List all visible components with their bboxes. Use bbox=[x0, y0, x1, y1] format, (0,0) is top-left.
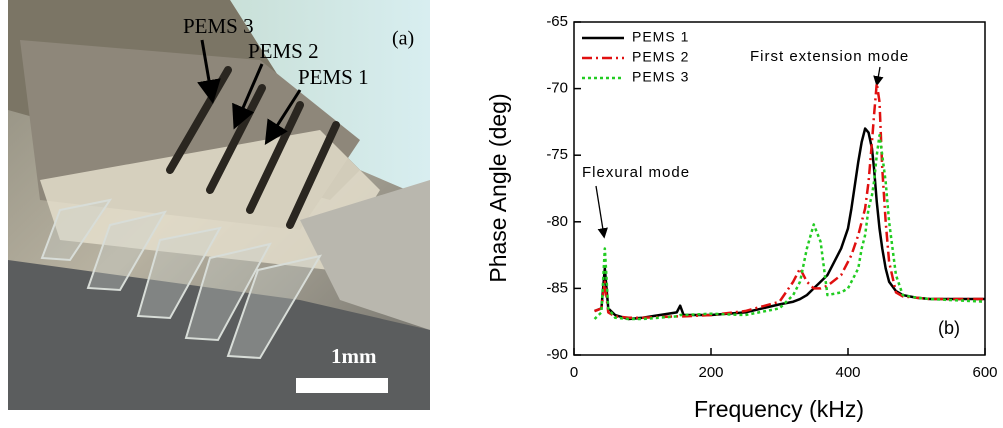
y-tick-label: -90 bbox=[546, 346, 568, 363]
annotation-arrow bbox=[595, 185, 608, 239]
y-tick-label: -80 bbox=[546, 213, 568, 230]
annotation: First extension mode bbox=[750, 48, 909, 65]
legend-label: PEMS 1 bbox=[632, 29, 689, 45]
y-tick-label: -85 bbox=[546, 279, 568, 296]
photo bbox=[8, 0, 430, 410]
series-line bbox=[594, 82, 985, 319]
x-tick-label: 400 bbox=[835, 364, 860, 381]
panel-label: (b) bbox=[938, 318, 960, 338]
y-tick-label: -75 bbox=[546, 146, 568, 163]
y-tick-label: -70 bbox=[546, 80, 568, 97]
series-line bbox=[594, 127, 985, 321]
annotation: Flexural mode bbox=[582, 164, 690, 181]
x-tick-label: 600 bbox=[972, 364, 997, 381]
panel-label: (a) bbox=[392, 28, 414, 50]
photo-label: PEMS 2 bbox=[248, 39, 319, 63]
y-tick-label: -65 bbox=[546, 13, 568, 30]
x-axis-label: Frequency (kHz) bbox=[694, 396, 864, 422]
legend-label: PEMS 2 bbox=[632, 49, 689, 65]
photo-label: PEMS 3 bbox=[183, 14, 254, 38]
annotation-arrow bbox=[873, 66, 884, 87]
y-axis-label: Phase Angle (deg) bbox=[485, 93, 511, 282]
x-tick-label: 0 bbox=[570, 364, 578, 381]
legend-label: PEMS 3 bbox=[632, 69, 689, 85]
photo-label: PEMS 1 bbox=[298, 65, 369, 89]
scale-label: 1mm bbox=[331, 344, 377, 368]
x-tick-label: 200 bbox=[698, 364, 723, 381]
plot-frame bbox=[573, 21, 986, 356]
series-line bbox=[593, 133, 986, 321]
